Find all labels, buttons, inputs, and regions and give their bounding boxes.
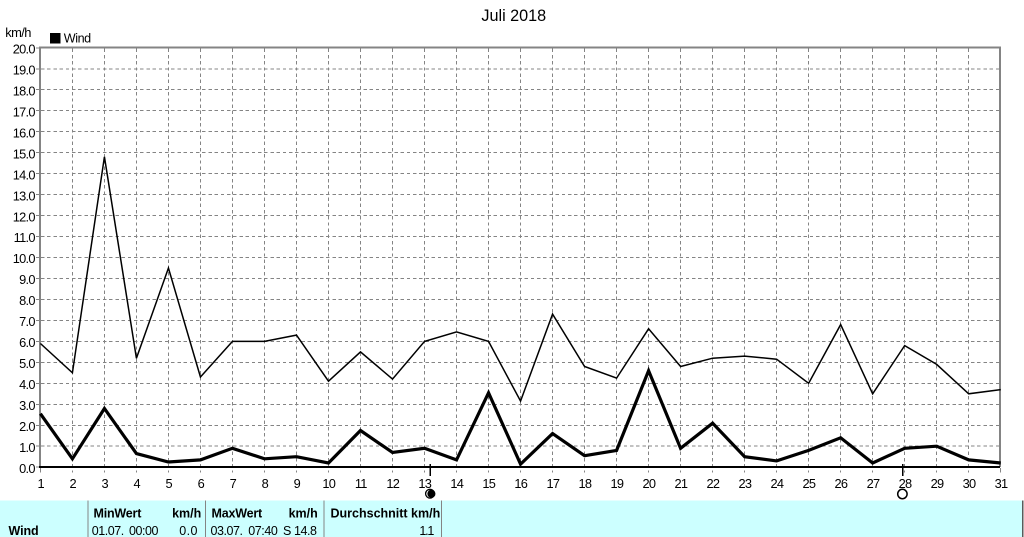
svg-text:27: 27 bbox=[867, 476, 880, 491]
svg-text:24: 24 bbox=[770, 476, 783, 491]
svg-text:03.07.: 03.07. bbox=[211, 524, 243, 537]
svg-text:0.0: 0.0 bbox=[19, 461, 35, 476]
svg-text:1.0: 1.0 bbox=[19, 440, 35, 455]
svg-text:15: 15 bbox=[482, 476, 495, 491]
svg-text:16.0: 16.0 bbox=[13, 125, 36, 140]
svg-text:3.0: 3.0 bbox=[19, 398, 35, 413]
svg-text:Juli 2018: Juli 2018 bbox=[481, 7, 546, 25]
svg-text:14.0: 14.0 bbox=[13, 167, 36, 182]
svg-text:00:00: 00:00 bbox=[129, 524, 159, 537]
svg-text:20: 20 bbox=[642, 476, 655, 491]
svg-text:2.0: 2.0 bbox=[19, 419, 35, 434]
svg-text:6: 6 bbox=[198, 476, 205, 491]
svg-text:Durchschnitt km/h: Durchschnitt km/h bbox=[331, 507, 441, 521]
svg-text:14: 14 bbox=[450, 476, 463, 491]
svg-text:25: 25 bbox=[802, 476, 815, 491]
svg-text:26: 26 bbox=[834, 476, 847, 491]
svg-text:1: 1 bbox=[37, 476, 44, 491]
svg-text:4: 4 bbox=[133, 476, 140, 491]
svg-text:11.0: 11.0 bbox=[14, 230, 36, 245]
svg-text:10: 10 bbox=[322, 476, 335, 491]
svg-text:31: 31 bbox=[995, 476, 1008, 491]
svg-text:Wind: Wind bbox=[64, 31, 91, 45]
svg-text:1.1: 1.1 bbox=[419, 524, 434, 537]
svg-text:07:40: 07:40 bbox=[248, 524, 278, 537]
svg-text:9.0: 9.0 bbox=[19, 272, 35, 287]
svg-text:29: 29 bbox=[931, 476, 944, 491]
svg-text:8.0: 8.0 bbox=[19, 293, 35, 308]
svg-text:MinWert: MinWert bbox=[94, 507, 143, 521]
svg-text:6.0: 6.0 bbox=[19, 335, 35, 350]
svg-text:19.0: 19.0 bbox=[13, 63, 36, 78]
svg-text:18.0: 18.0 bbox=[13, 83, 36, 98]
svg-text:4.0: 4.0 bbox=[19, 377, 35, 392]
svg-text:23: 23 bbox=[738, 476, 751, 491]
svg-text:20.0: 20.0 bbox=[13, 42, 36, 57]
svg-text:13.0: 13.0 bbox=[13, 188, 36, 203]
svg-text:S 14.8: S 14.8 bbox=[283, 524, 317, 537]
svg-text:7.0: 7.0 bbox=[19, 314, 35, 329]
svg-text:15.0: 15.0 bbox=[13, 146, 36, 161]
svg-text:2: 2 bbox=[69, 476, 76, 491]
svg-text:7: 7 bbox=[230, 476, 237, 491]
svg-text:Wind: Wind bbox=[9, 524, 39, 537]
svg-text:16: 16 bbox=[514, 476, 527, 491]
svg-text:01.07.: 01.07. bbox=[92, 524, 124, 537]
svg-text:km/h: km/h bbox=[289, 507, 318, 521]
svg-text:21: 21 bbox=[674, 476, 687, 491]
svg-text:MaxWert: MaxWert bbox=[212, 507, 264, 521]
svg-text:km/h: km/h bbox=[5, 25, 31, 40]
svg-text:28: 28 bbox=[899, 476, 912, 491]
svg-text:19: 19 bbox=[610, 476, 623, 491]
svg-text:5: 5 bbox=[165, 476, 172, 491]
svg-text:9: 9 bbox=[294, 476, 301, 491]
svg-text:17: 17 bbox=[546, 476, 559, 491]
svg-text:22: 22 bbox=[706, 476, 719, 491]
svg-text:18: 18 bbox=[578, 476, 591, 491]
svg-text:13: 13 bbox=[418, 476, 431, 491]
svg-text:11: 11 bbox=[355, 476, 367, 491]
svg-text:3: 3 bbox=[101, 476, 108, 491]
svg-text:5.0: 5.0 bbox=[19, 356, 35, 371]
svg-text:km/h: km/h bbox=[172, 507, 201, 521]
svg-text:0.0: 0.0 bbox=[179, 524, 198, 537]
svg-text:12.0: 12.0 bbox=[13, 209, 36, 224]
svg-text:17.0: 17.0 bbox=[13, 104, 36, 119]
svg-text:10.0: 10.0 bbox=[13, 251, 36, 266]
svg-text:12: 12 bbox=[386, 476, 399, 491]
svg-text:30: 30 bbox=[963, 476, 976, 491]
svg-text:8: 8 bbox=[262, 476, 269, 491]
